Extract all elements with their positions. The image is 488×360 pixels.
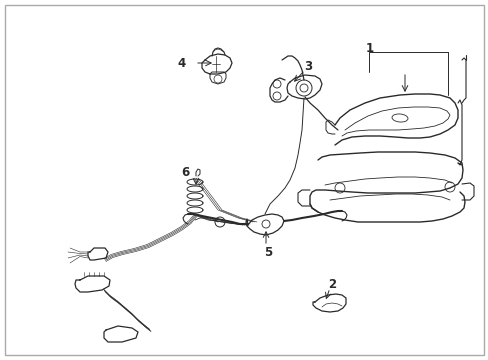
Text: 1: 1	[365, 41, 373, 54]
Text: 5: 5	[264, 246, 271, 258]
Text: 2: 2	[327, 278, 335, 291]
Text: 4: 4	[178, 57, 186, 69]
Text: 6: 6	[181, 166, 189, 179]
Text: 3: 3	[304, 59, 311, 72]
